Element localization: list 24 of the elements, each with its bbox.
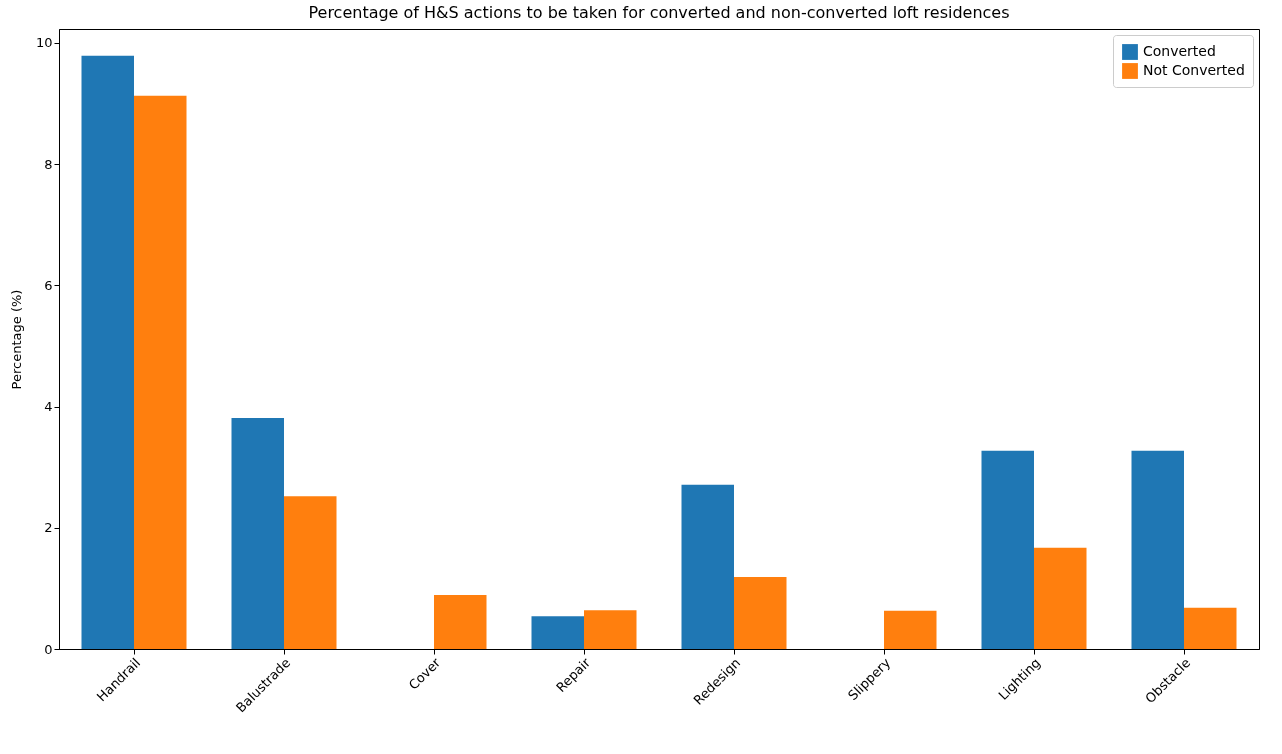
chart-title: Percentage of H&S actions to be taken for converted and non-converted loft residences [308, 3, 1010, 22]
legend-label: Not Converted [1143, 62, 1245, 78]
bar [1131, 450, 1184, 649]
bar [981, 450, 1034, 649]
bar [584, 610, 637, 649]
y-tick-label: 2 [44, 520, 53, 536]
y-tick-label: 6 [44, 277, 53, 293]
y-tick-label: 0 [44, 641, 53, 657]
bar [884, 610, 937, 649]
bar [434, 595, 487, 649]
bar [734, 576, 787, 649]
bar [1184, 607, 1237, 649]
legend-label: Converted [1143, 43, 1216, 59]
bar [681, 484, 734, 649]
bar [284, 496, 337, 649]
y-tick-label: 8 [44, 156, 53, 172]
y-tick-label: 4 [44, 399, 53, 415]
y-axis-title: Percentage (%) [8, 289, 24, 390]
bar [81, 55, 134, 649]
bar [134, 95, 187, 649]
y-tick-label: 10 [35, 35, 53, 51]
bar [531, 616, 584, 649]
bar [1034, 547, 1087, 649]
bar [231, 418, 284, 649]
